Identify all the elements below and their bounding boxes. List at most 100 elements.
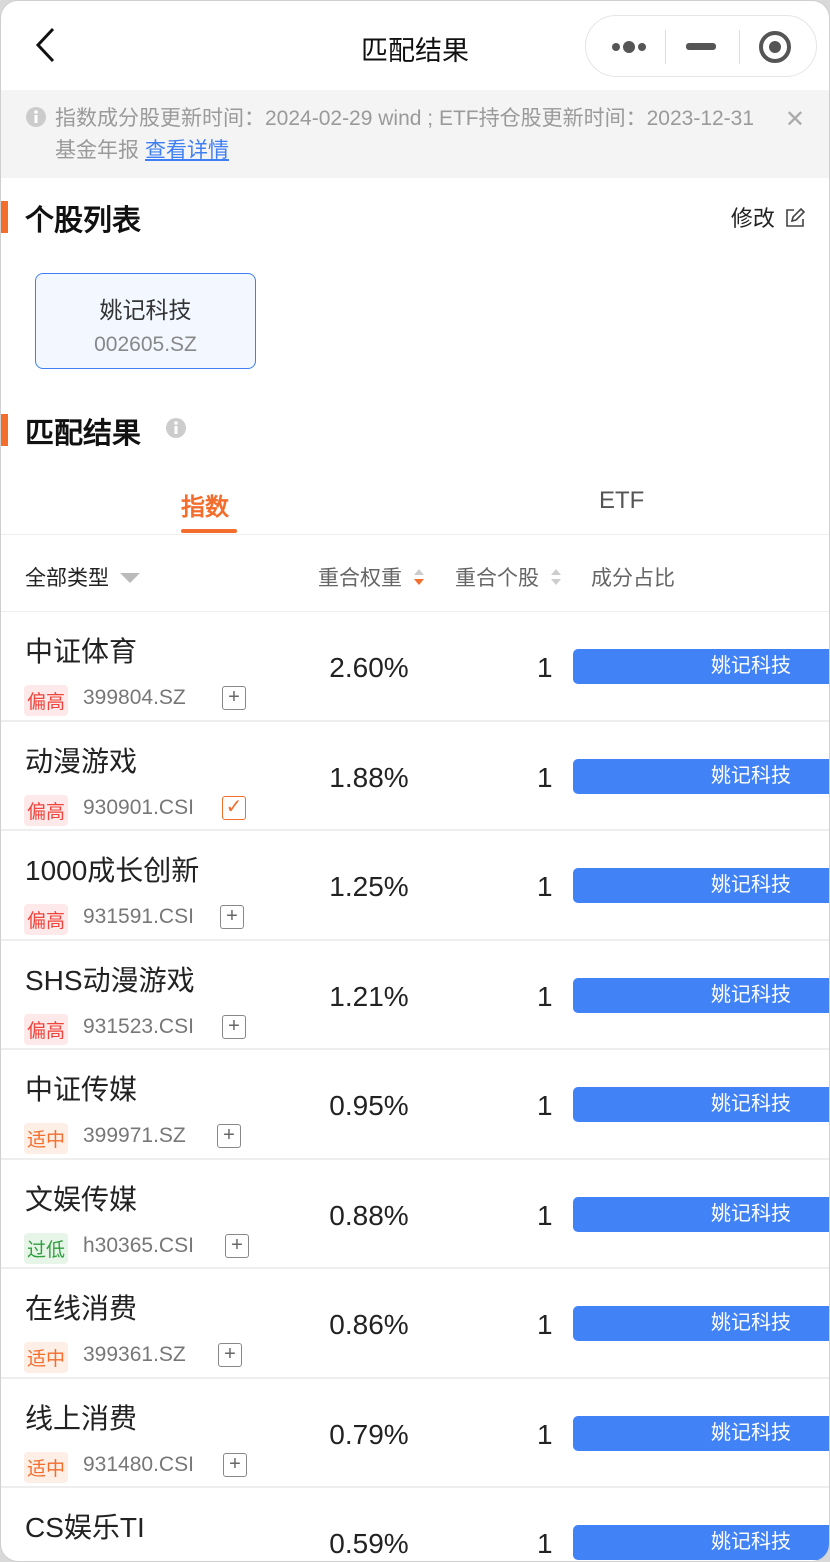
composition-bar: 姚记科技 <box>573 758 829 794</box>
divider <box>1 534 829 535</box>
update-notice: 指数成分股更新时间：2024-02-29 wind ; ETF持仓股更新时间：2… <box>1 90 829 178</box>
edit-label: 修改 <box>730 206 775 231</box>
info-icon[interactable] <box>165 417 187 439</box>
overlap-count: 1 <box>537 1199 553 1231</box>
page-title: 匹配结果 <box>361 36 469 66</box>
composition-bar: 姚记科技 <box>573 868 829 903</box>
overlap-count: 1 <box>537 871 553 902</box>
overlap-weight: 1.88% <box>329 761 409 793</box>
overlap-count: 1 <box>537 1309 553 1340</box>
index-code: 399361.SZ <box>83 1343 186 1366</box>
edit-button[interactable]: 修改 <box>730 201 806 233</box>
index-code: 931480.CSI <box>83 1452 194 1476</box>
view-details-link[interactable]: 查看详情 <box>145 139 229 162</box>
overlap-count: 1 <box>537 1090 553 1121</box>
sort-weight-header[interactable]: 重合权重 <box>318 562 426 592</box>
type-filter-label: 全部类型 <box>25 567 109 590</box>
overlap-weight: 2.60% <box>329 652 409 683</box>
index-name: 中证传媒 <box>25 1074 138 1105</box>
table-row[interactable]: 中证传媒 适中 399971.SZ + 0.95% 1 姚记科技 <box>1 1050 829 1160</box>
index-code: 930901.CSI <box>83 795 194 819</box>
sort-desc-icon <box>413 569 424 585</box>
table-row[interactable]: CS娱乐TI + 0.59% 1 姚记科技 <box>1 1488 829 1561</box>
table-row[interactable]: 1000成长创新 偏高 931591.CSI + 1.25% 1 姚记科技 <box>1 831 829 941</box>
minimize-icon[interactable] <box>686 43 716 51</box>
divider <box>739 30 740 64</box>
index-code: 399804.SZ <box>83 686 186 709</box>
stock-name: 姚记科技 <box>99 297 192 323</box>
index-name: 文娱传媒 <box>25 1183 138 1215</box>
info-icon <box>26 107 46 127</box>
index-code: h30365.CSI <box>83 1233 194 1257</box>
nav-bar: 匹配结果 <box>1 1 829 89</box>
valuation-tag: 偏高 <box>24 794 69 826</box>
count-header-label: 重合个股 <box>455 567 539 590</box>
notice-text: 指数成分股更新时间：2024-02-29 wind ; ETF持仓股更新时间：2… <box>55 107 755 162</box>
overlap-weight: 1.21% <box>329 980 409 1012</box>
overlap-count: 1 <box>537 1418 553 1450</box>
composition-bar: 姚记科技 <box>573 1525 829 1560</box>
index-name: CS娱乐TI <box>25 1512 145 1543</box>
overlap-weight: 0.95% <box>329 1090 409 1121</box>
valuation-tag: 适中 <box>24 1123 69 1154</box>
divider <box>1 611 829 612</box>
overlap-count: 1 <box>537 980 553 1012</box>
divider <box>665 30 666 64</box>
composition-bar: 姚记科技 <box>573 977 829 1013</box>
add-icon[interactable]: + <box>225 1233 249 1258</box>
index-name: 在线消费 <box>25 1293 138 1324</box>
add-icon[interactable]: + <box>218 1343 242 1367</box>
active-tab-indicator <box>181 529 237 533</box>
valuation-tag: 偏高 <box>24 904 69 935</box>
table-row[interactable]: 在线消费 适中 399361.SZ + 0.86% 1 姚记科技 <box>1 1269 829 1379</box>
index-name: 线上消费 <box>25 1402 138 1434</box>
index-code: 931591.CSI <box>83 905 194 928</box>
stock-chip[interactable]: 姚记科技 002605.SZ <box>35 273 256 369</box>
caret-down-icon <box>119 573 140 583</box>
valuation-tag: 过低 <box>24 1232 69 1264</box>
composition-bar: 姚记科技 <box>573 1196 829 1232</box>
composition-bar: 姚记科技 <box>573 1087 829 1122</box>
match-result-title: 匹配结果 <box>1 410 141 452</box>
back-icon[interactable] <box>33 27 59 63</box>
weight-header-label: 重合权重 <box>318 567 402 590</box>
close-target-icon[interactable] <box>758 30 792 64</box>
overlap-weight: 0.79% <box>329 1418 409 1450</box>
sort-icon <box>550 569 561 585</box>
valuation-tag: 偏高 <box>24 1013 69 1045</box>
stock-code: 002605.SZ <box>94 333 197 356</box>
more-icon[interactable] <box>608 36 650 58</box>
table-row[interactable]: 动漫游戏 偏高 930901.CSI ✓ 1.88% 1 姚记科技 <box>1 722 829 831</box>
overlap-weight: 0.88% <box>329 1199 409 1231</box>
valuation-tag: 适中 <box>24 1451 69 1483</box>
close-notice-icon[interactable]: ✕ <box>784 106 805 133</box>
overlap-count: 1 <box>537 1528 553 1559</box>
type-filter-dropdown[interactable]: 全部类型 <box>25 562 141 592</box>
add-icon[interactable]: + <box>222 686 246 710</box>
composition-bar: 姚记科技 <box>573 1415 829 1451</box>
index-code: 399971.SZ <box>83 1124 186 1147</box>
add-icon[interactable]: + <box>223 1452 247 1477</box>
overlap-weight: 0.59% <box>329 1528 409 1559</box>
index-name: 中证体育 <box>25 636 138 667</box>
table-row[interactable]: 文娱传媒 过低 h30365.CSI + 0.88% 1 姚记科技 <box>1 1160 829 1269</box>
tab-index[interactable]: 指数 <box>181 494 229 521</box>
stock-list-title: 个股列表 <box>1 197 141 239</box>
add-icon[interactable]: + <box>222 1014 246 1039</box>
overlap-count: 1 <box>537 761 553 793</box>
index-name: SHS动漫游戏 <box>25 964 195 996</box>
edit-icon <box>786 207 806 227</box>
add-icon[interactable]: + <box>220 905 244 929</box>
valuation-tag: 偏高 <box>24 685 69 716</box>
overlap-weight: 0.86% <box>329 1309 409 1340</box>
table-row[interactable]: 线上消费 适中 931480.CSI + 0.79% 1 姚记科技 <box>1 1379 829 1488</box>
tab-etf[interactable]: ETF <box>599 487 645 514</box>
checked-icon[interactable]: ✓ <box>222 795 246 820</box>
index-name: 1000成长创新 <box>25 855 200 886</box>
index-name: 动漫游戏 <box>25 745 138 777</box>
table-row[interactable]: 中证体育 偏高 399804.SZ + 2.60% 1 姚记科技 <box>1 612 829 722</box>
add-icon[interactable]: + <box>217 1124 241 1148</box>
table-row[interactable]: SHS动漫游戏 偏高 931523.CSI + 1.21% 1 姚记科技 <box>1 941 829 1050</box>
sort-count-header[interactable]: 重合个股 <box>455 562 563 592</box>
